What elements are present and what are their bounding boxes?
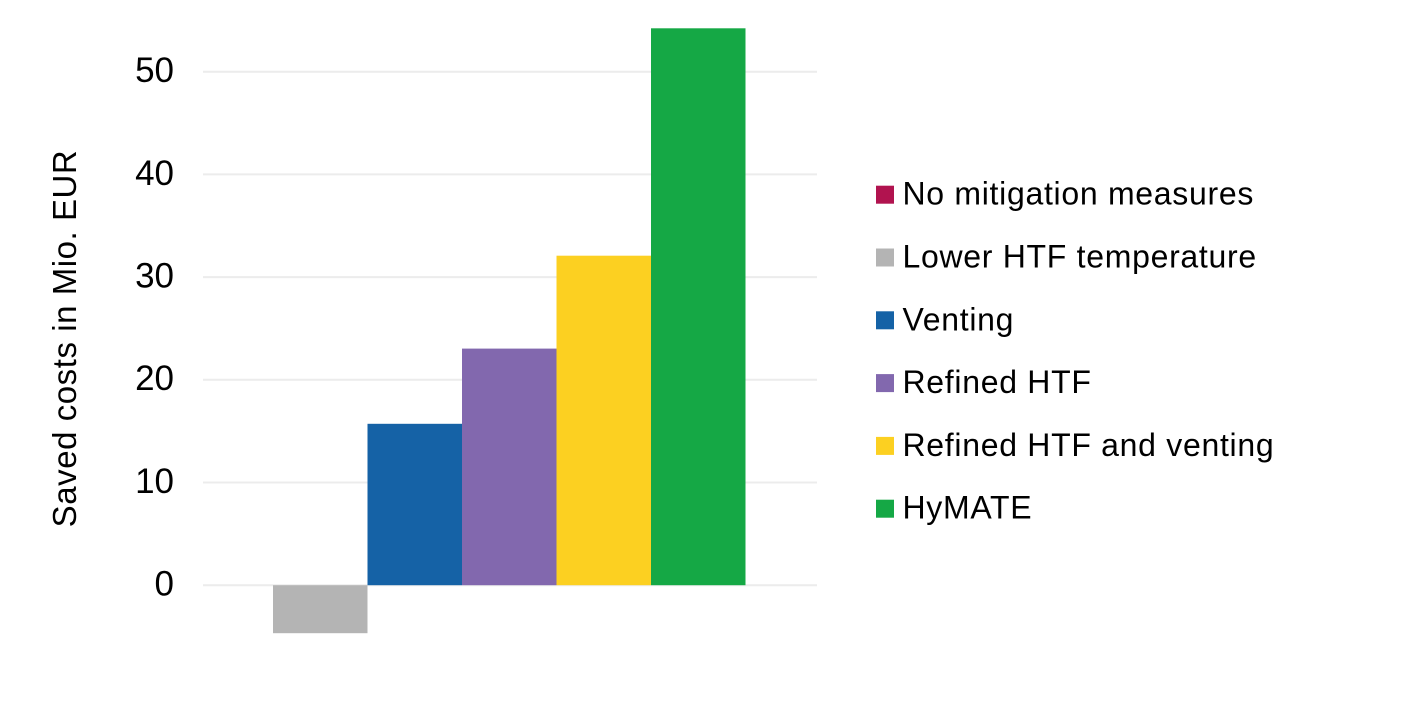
svg-text:50: 50: [135, 51, 174, 90]
svg-text:0: 0: [155, 565, 174, 604]
svg-text:Refined HTF and venting: Refined HTF and venting: [903, 427, 1275, 463]
svg-text:No mitigation measures: No mitigation measures: [903, 176, 1255, 212]
svg-text:10: 10: [135, 462, 174, 501]
svg-text:HyMATE: HyMATE: [903, 490, 1033, 526]
svg-text:30: 30: [135, 257, 174, 296]
svg-text:20: 20: [135, 359, 174, 398]
svg-text:Refined HTF: Refined HTF: [903, 364, 1092, 400]
svg-text:Saved costs in Mio. EUR: Saved costs in Mio. EUR: [46, 150, 83, 528]
svg-text:Venting: Venting: [903, 301, 1015, 337]
svg-text:40: 40: [135, 154, 174, 193]
svg-text:Lower HTF temperature: Lower HTF temperature: [903, 239, 1257, 275]
